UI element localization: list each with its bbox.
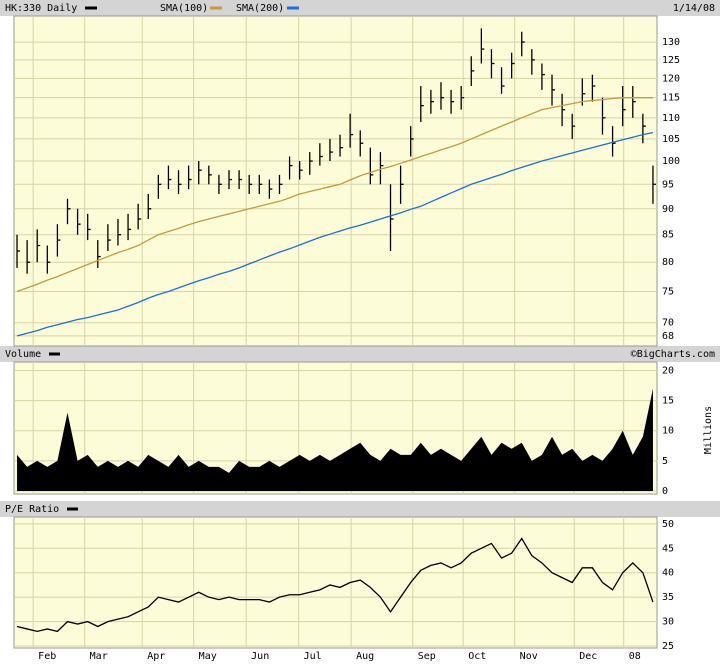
y-tick-label: 0 xyxy=(662,486,668,497)
legend-label: HK:330 Daily xyxy=(5,3,77,14)
panel-title: Volume xyxy=(5,349,41,360)
y-tick-label: 95 xyxy=(662,179,674,190)
pe-panel xyxy=(13,516,658,649)
y-tick-label: 120 xyxy=(662,73,680,84)
x-tick-label: 08 xyxy=(629,651,641,662)
x-tick-label: Apr xyxy=(147,651,165,662)
x-tick-label: Mar xyxy=(90,651,108,662)
x-tick-label: Jul xyxy=(304,651,322,662)
x-tick-label: May xyxy=(199,651,217,662)
y-tick-label: 35 xyxy=(662,592,674,603)
y-tick-label: 68 xyxy=(662,331,674,342)
x-tick-label: Nov xyxy=(520,651,538,662)
date-label: 1/14/08 xyxy=(673,3,715,14)
y-tick-label: 5 xyxy=(662,456,668,467)
x-tick-label: Feb xyxy=(38,651,56,662)
x-tick-label: Oct xyxy=(468,651,486,662)
x-tick-label: Dec xyxy=(579,651,597,662)
y-axis-label: Millions xyxy=(703,406,714,454)
x-tick-label: Aug xyxy=(356,651,374,662)
y-tick-label: 50 xyxy=(662,519,674,530)
sma-line xyxy=(16,97,653,293)
y-tick-label: 25 xyxy=(662,641,674,652)
y-tick-label: 125 xyxy=(662,55,680,66)
y-tick-label: 45 xyxy=(662,543,674,554)
y-tick-label: 70 xyxy=(662,318,674,329)
x-tick-label: Jun xyxy=(251,651,269,662)
y-tick-label: 90 xyxy=(662,204,674,215)
y-tick-label: 105 xyxy=(662,134,680,145)
y-tick-label: 110 xyxy=(662,113,680,124)
legend-label: SMA(100) xyxy=(160,3,208,14)
y-tick-label: 115 xyxy=(662,93,680,104)
panel-title: P/E Ratio xyxy=(5,504,59,515)
y-tick-label: 20 xyxy=(662,365,674,376)
y-tick-label: 10 xyxy=(662,426,674,437)
y-tick-label: 40 xyxy=(662,568,674,579)
price-panel xyxy=(13,15,658,347)
header-bar xyxy=(0,0,720,16)
pe-line xyxy=(16,537,654,633)
credit: ©BigCharts.com xyxy=(631,349,715,360)
volume-area xyxy=(17,388,653,491)
y-tick-label: 30 xyxy=(662,617,674,628)
y-tick-label: 85 xyxy=(662,230,674,241)
y-tick-label: 75 xyxy=(662,286,674,297)
sma-line xyxy=(16,131,654,337)
x-tick-label: Sep xyxy=(418,651,436,662)
y-tick-label: 130 xyxy=(662,37,680,48)
y-tick-label: 80 xyxy=(662,257,674,268)
y-tick-label: 15 xyxy=(662,396,674,407)
y-tick-label: 100 xyxy=(662,156,680,167)
header-bar xyxy=(0,501,720,517)
header-bar xyxy=(0,346,720,362)
legend-label: SMA(200) xyxy=(236,3,284,14)
